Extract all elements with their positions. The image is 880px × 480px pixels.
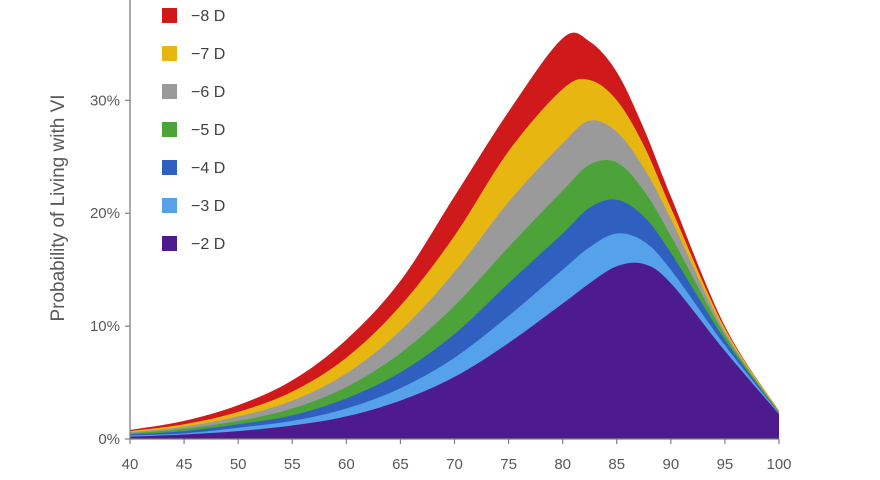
legend-label: −7 D [191,46,225,63]
y-tick-label: 30% [90,92,120,109]
y-tick-label: 20% [90,205,120,222]
y-axis-title: Probability of Living with VI [48,94,69,321]
y-tick-label: 0% [98,431,120,448]
x-tick-label: 45 [176,456,193,473]
legend-swatch [162,160,177,175]
x-axis-ticks: 40 45 50 55 60 65 70 75 80 85 90 95 100 [122,439,792,473]
legend-swatch [162,84,177,99]
x-tick-label: 50 [230,456,247,473]
y-axis-ticks: 0% 10% 20% 30% [90,92,130,448]
legend-label: −2 D [191,236,225,253]
x-tick-label: 65 [392,456,409,473]
legend-label: −4 D [191,160,225,177]
y-tick-label: 10% [90,318,120,335]
x-tick-label: 80 [554,456,571,473]
x-tick-label: 90 [662,456,679,473]
legend-swatch [162,236,177,251]
x-tick-label: 70 [446,456,463,473]
x-tick-label: 100 [766,456,791,473]
legend-label: −5 D [191,122,225,139]
x-tick-label: 75 [500,456,517,473]
x-tick-label: 85 [608,456,625,473]
legend-swatch [162,8,177,23]
legend-label: −3 D [191,198,225,215]
x-tick-label: 60 [338,456,355,473]
legend-swatch [162,198,177,213]
area-series-6 [130,262,779,439]
legend: −8 D −7 D −6 D −5 D −4 D −3 D −2 D [162,8,225,253]
legend-label: −6 D [191,84,225,101]
x-tick-label: 40 [122,456,139,473]
series-areas [130,32,779,440]
legend-swatch [162,46,177,61]
legend-swatch [162,122,177,137]
x-tick-label: 95 [717,456,734,473]
legend-label: −8 D [191,8,225,25]
x-tick-label: 55 [284,456,301,473]
